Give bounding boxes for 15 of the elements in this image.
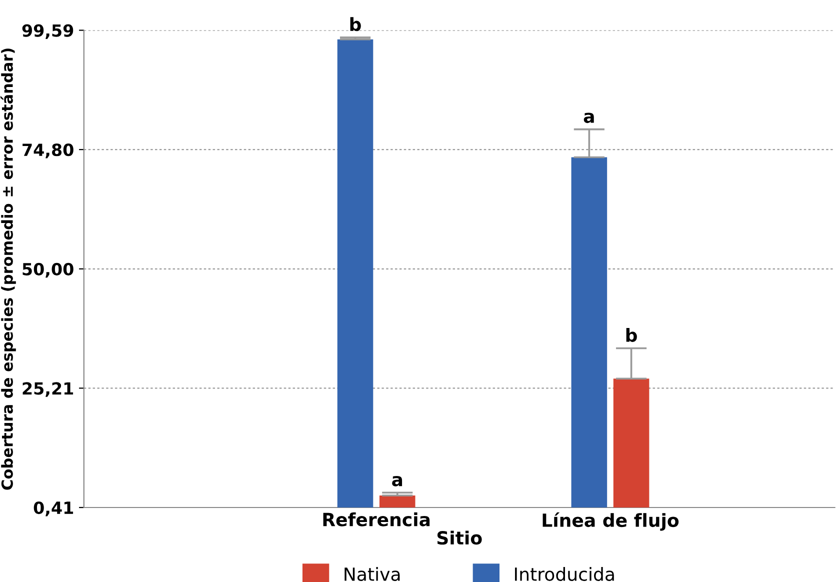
y-tick-label: 50,00 — [22, 262, 74, 278]
x-axis-title: Sitio — [437, 530, 482, 545]
y-tick-label: 0,41 — [34, 501, 74, 516]
y-tick-label: 99,59 — [22, 24, 74, 39]
x-tick-label: Referencia — [323, 512, 430, 526]
y-axis-title: Cobertura de especies (promedio ± error estándar) — [0, 48, 16, 490]
legend-label: Nativa — [344, 567, 400, 582]
annotation: b — [626, 328, 637, 342]
annotation: b — [350, 17, 361, 32]
annotation: a — [392, 476, 402, 486]
annotation: a — [584, 112, 594, 124]
y-tick-label: 74,80 — [22, 144, 74, 158]
legend-label: Introducida — [515, 567, 614, 582]
x-tick-label: Línea de flujo — [542, 512, 679, 531]
y-tick-label: 25,21 — [22, 382, 74, 397]
